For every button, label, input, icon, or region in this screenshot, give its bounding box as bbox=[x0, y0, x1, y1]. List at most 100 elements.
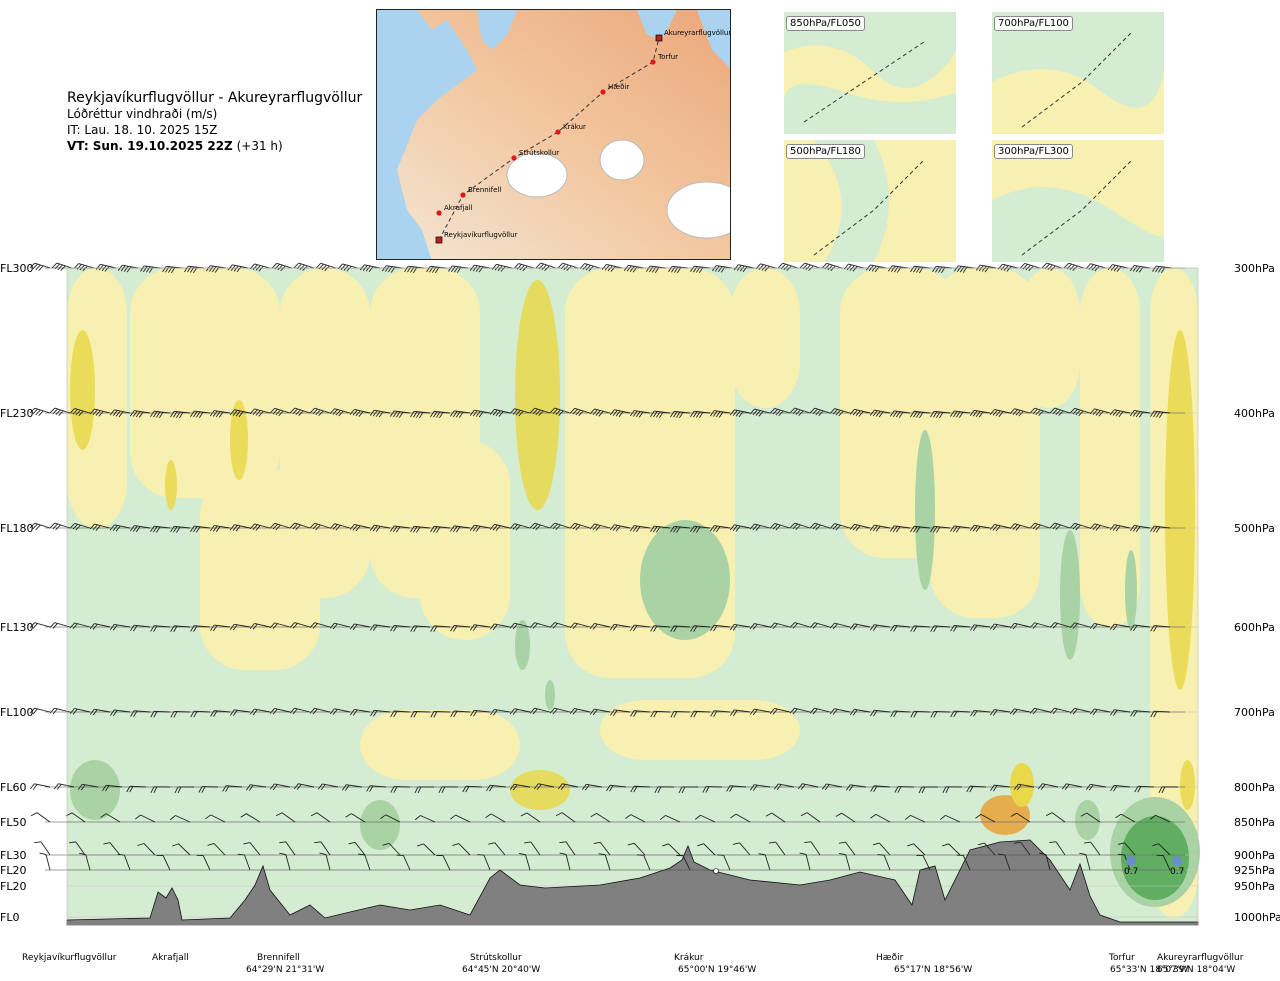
wind-barb bbox=[1150, 710, 1171, 718]
wind-barb bbox=[569, 522, 591, 531]
wind-barb bbox=[749, 623, 771, 630]
left-level-label: FL60 bbox=[0, 781, 26, 794]
wind-barb bbox=[449, 410, 471, 418]
wind-barb bbox=[1079, 852, 1091, 871]
wind-barb bbox=[1109, 409, 1131, 418]
wind-barb bbox=[998, 853, 1011, 871]
wind-barb bbox=[34, 841, 51, 856]
right-level-label: 300hPa bbox=[1234, 262, 1275, 275]
wind-barb bbox=[702, 786, 723, 793]
right-level-label: 950hPa bbox=[1234, 880, 1275, 893]
wind-barb bbox=[169, 815, 191, 823]
wind-barb bbox=[509, 708, 531, 715]
wind-barb bbox=[229, 524, 251, 532]
wind-barb bbox=[849, 408, 871, 417]
field-positive-zone bbox=[840, 268, 960, 558]
map-point-marker bbox=[600, 89, 606, 95]
route-point-name: Brennifell bbox=[257, 953, 300, 963]
wind-barb bbox=[769, 708, 791, 715]
wind-barb bbox=[1063, 262, 1085, 272]
wind-barb bbox=[222, 785, 243, 792]
wind-barb bbox=[910, 525, 931, 533]
wind-barb bbox=[452, 843, 471, 856]
wind-barb bbox=[609, 524, 631, 532]
wind-barb bbox=[209, 525, 231, 533]
wind-barb bbox=[729, 623, 751, 631]
wind-barb bbox=[989, 524, 1011, 532]
wind-barb bbox=[1109, 709, 1131, 716]
wind-barb bbox=[150, 786, 171, 794]
wind-barb bbox=[49, 522, 71, 531]
wind-barb bbox=[630, 785, 651, 793]
wind-barb bbox=[650, 625, 671, 632]
wind-barb bbox=[894, 786, 915, 793]
wind-barb bbox=[845, 784, 867, 791]
field-positive-zone bbox=[420, 440, 510, 640]
wind-barb bbox=[1115, 813, 1136, 823]
map-point-label: Brennifell bbox=[468, 186, 501, 194]
wind-barb bbox=[809, 622, 831, 629]
wind-barb bbox=[210, 624, 231, 632]
wind-barb bbox=[509, 622, 531, 630]
wind-barb bbox=[170, 710, 191, 718]
wind-barb bbox=[314, 841, 331, 856]
field-strong-positive bbox=[230, 400, 248, 480]
route-title: Reykjavíkurflugvöllur - Akureyrarflugvöl… bbox=[67, 90, 363, 106]
wind-barb bbox=[910, 265, 931, 274]
wind-barb bbox=[269, 783, 291, 791]
wind-barb bbox=[1069, 707, 1091, 715]
wind-barb bbox=[989, 623, 1011, 631]
wind-barb bbox=[659, 815, 681, 823]
wind-barb bbox=[1013, 783, 1035, 791]
wind-barb bbox=[1069, 522, 1091, 531]
wind-barb bbox=[348, 841, 366, 856]
wind-barb bbox=[249, 523, 271, 531]
wind-barb bbox=[329, 523, 351, 531]
wind-barb bbox=[205, 265, 227, 273]
wind-barb bbox=[1089, 708, 1111, 716]
field-positive-zone bbox=[67, 268, 127, 528]
wind-barb bbox=[65, 812, 86, 823]
wind-barb bbox=[172, 843, 191, 856]
wind-barb bbox=[629, 410, 651, 418]
field-negative-zone bbox=[515, 620, 530, 670]
wind-barb bbox=[489, 623, 511, 631]
wind-barb bbox=[710, 710, 731, 717]
map-point-label: Reykjavíkurflugvöllur bbox=[444, 231, 518, 239]
left-level-label: FL230 bbox=[0, 407, 33, 420]
wind-barb bbox=[557, 783, 579, 790]
wind-barb bbox=[1029, 707, 1051, 715]
wind-barb bbox=[29, 262, 51, 271]
wind-barb bbox=[809, 407, 831, 416]
left-level-label: FL180 bbox=[0, 522, 33, 535]
wind-barb bbox=[549, 707, 571, 715]
axes: FL300 FL230 FL180 FL130 FL100 FL60 FL50 FL30 FL2… bbox=[0, 262, 1280, 926]
wind-barb bbox=[969, 409, 991, 418]
wind-barb bbox=[469, 524, 491, 532]
wind-barb bbox=[369, 409, 391, 418]
wind-barb bbox=[488, 842, 506, 856]
wind-barb bbox=[269, 707, 291, 715]
wind-barb bbox=[315, 262, 337, 272]
field-negative-zone bbox=[70, 760, 120, 820]
route-point-labels: Reykjavíkurflugvöllur Akrafjall Brennifell… bbox=[22, 953, 1244, 975]
wind-barb bbox=[975, 813, 996, 823]
wind-barb bbox=[609, 409, 631, 418]
wind-barb bbox=[654, 786, 675, 794]
wind-barb bbox=[184, 265, 205, 274]
wind-barb bbox=[711, 265, 733, 273]
wind-barb bbox=[637, 854, 651, 871]
wind-barb bbox=[650, 410, 671, 419]
wind-barb bbox=[414, 815, 436, 823]
wind-barb bbox=[110, 709, 131, 717]
wind-barb bbox=[529, 407, 551, 417]
wind-barb bbox=[410, 410, 431, 419]
wind-barb bbox=[1049, 522, 1071, 531]
wind-barb bbox=[450, 624, 471, 632]
wind-barb bbox=[382, 842, 401, 856]
wind-barb bbox=[69, 522, 91, 531]
route-point-coord: 65°17'N 18°56'W bbox=[894, 965, 972, 975]
wind-barb bbox=[590, 812, 611, 823]
wind-barb bbox=[529, 522, 551, 531]
wind-barb bbox=[843, 263, 865, 272]
